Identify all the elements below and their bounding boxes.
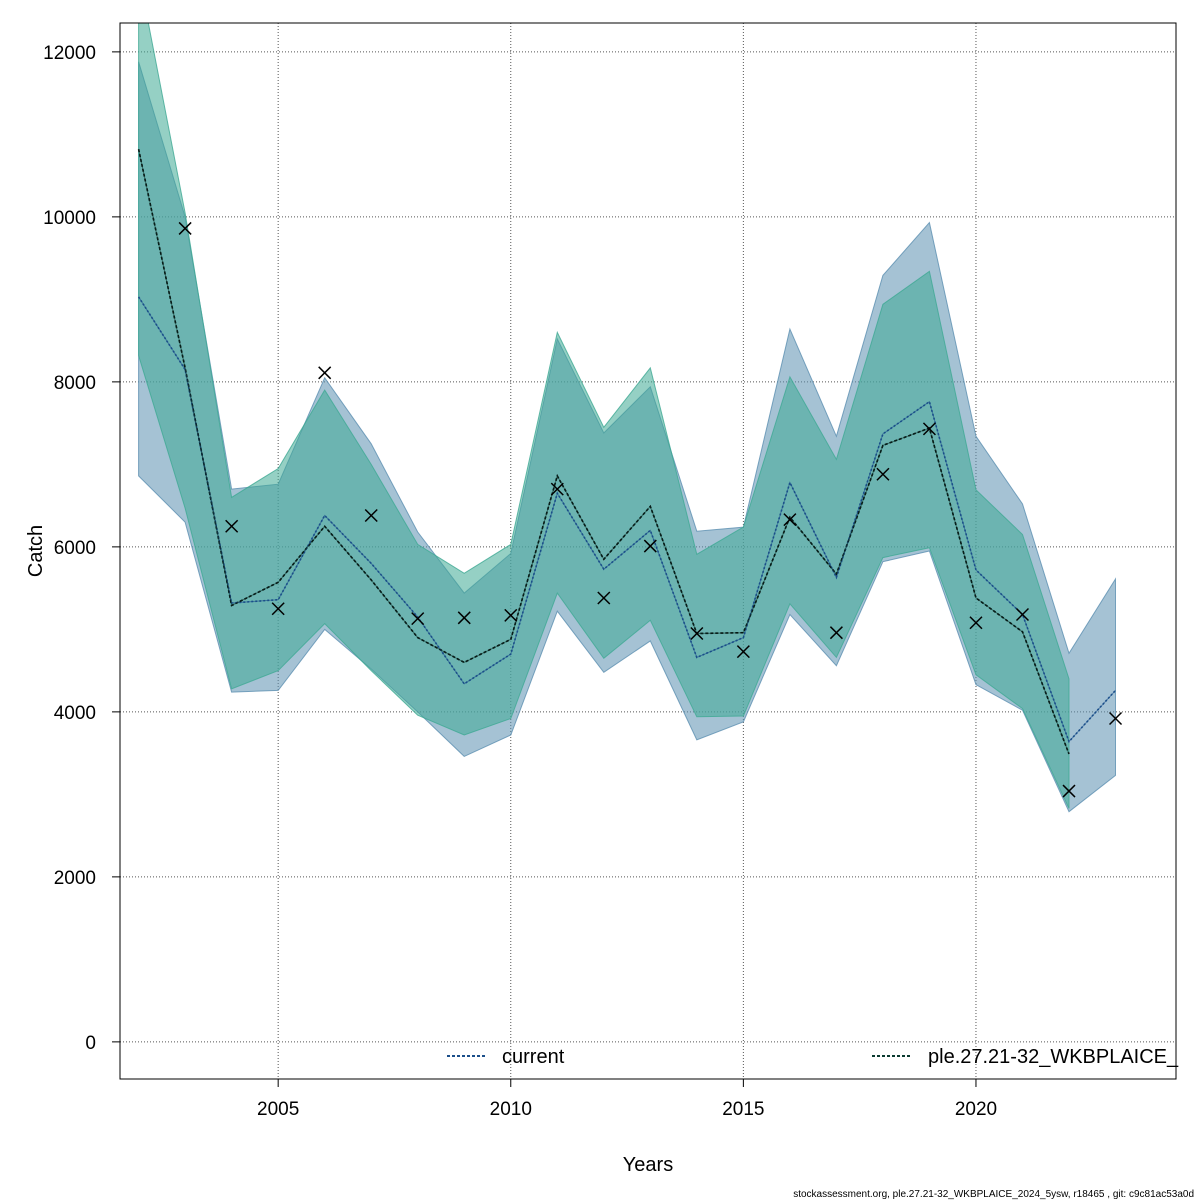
footer-credit: stockassessment.org, ple.27.21-32_WKBPLA… (793, 1189, 1194, 1200)
observed-point (736, 645, 750, 659)
y-tick-label: 8000 (54, 373, 96, 394)
band-wkbplaice (138, 23, 1070, 809)
observed-point (829, 626, 843, 640)
observed-point (457, 611, 471, 625)
observed-point (178, 221, 192, 235)
y-tick-label: 4000 (54, 703, 96, 724)
observed-point (318, 366, 332, 380)
x-tick-label: 2010 (490, 1099, 532, 1120)
observed-point (1108, 711, 1123, 726)
y-tick-label: 6000 (54, 538, 96, 559)
observed-point (271, 602, 285, 616)
x-axis-title: Years (623, 1154, 673, 1176)
legend: current ple.27.21-32_WKBPLAICE_ (447, 1046, 1179, 1068)
observed-point (1062, 784, 1076, 798)
x-axis-ticks: 2005 2010 2015 2020 (257, 1079, 997, 1120)
legend-label-wkbplaice: ple.27.21-32_WKBPLAICE_ (928, 1046, 1179, 1068)
observed-point (597, 591, 611, 605)
legend-label-current: current (502, 1046, 565, 1068)
y-tick-label: 2000 (54, 868, 96, 889)
line-wkbplaice-overlay (138, 149, 1070, 755)
observed-point (876, 467, 890, 481)
y-axis-ticks: 0 2000 4000 6000 8000 10000 12000 (43, 43, 120, 1054)
observed-point (969, 616, 983, 630)
y-tick-label: 12000 (43, 43, 96, 64)
observed-point (1015, 607, 1030, 622)
observed-point (690, 626, 704, 641)
observed-point (364, 508, 378, 523)
observed-point (643, 539, 657, 553)
y-tick-label: 10000 (43, 208, 96, 229)
estimate-lines (137, 149, 1117, 755)
line-current-overlay (138, 296, 1116, 743)
observed-point (550, 482, 564, 496)
x-tick-label: 2015 (722, 1099, 764, 1120)
plot-frame (119, 22, 1177, 1080)
observed-point (783, 513, 797, 527)
confidence-bands (138, 23, 1116, 813)
observed-points (178, 221, 1123, 798)
x-tick-label: 2005 (257, 1099, 299, 1120)
observed-point (922, 422, 936, 436)
y-axis-title: Catch (25, 525, 47, 577)
x-tick-label: 2020 (955, 1099, 997, 1120)
observed-point (225, 519, 239, 533)
observed-point (504, 608, 518, 622)
observed-point (411, 612, 425, 626)
y-tick-label: 0 (85, 1033, 96, 1054)
